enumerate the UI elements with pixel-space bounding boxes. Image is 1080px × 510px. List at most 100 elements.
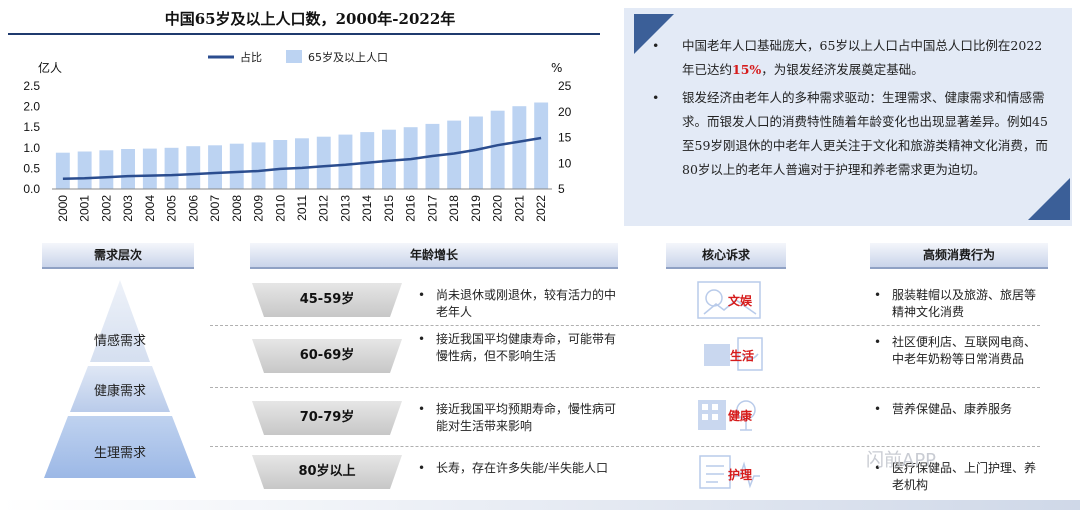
x-tick-label: 2007 (208, 195, 222, 222)
legend-population-label: 65岁及以上人口 (308, 50, 388, 64)
bullet-dot: • (652, 90, 660, 105)
x-tick-label: 2005 (165, 195, 179, 222)
header-demand-level: 需求层次 (42, 243, 194, 269)
bullet-dot: • (652, 38, 660, 53)
row-consumption: • 医疗保健品、上门护理、养老机构 (874, 461, 1037, 492)
age-band-70-79: 70-79岁 (252, 401, 402, 435)
bar-2006 (186, 146, 201, 189)
right-tick-label: 15 (558, 131, 572, 145)
need-label-nursing: 护理 (728, 468, 753, 482)
demand-pyramid (44, 280, 196, 478)
left-tick-label: 2.5 (23, 79, 40, 93)
bar-2003 (121, 149, 135, 189)
x-tick-label: 2013 (339, 195, 353, 222)
row-divider (210, 446, 1040, 447)
x-tick-label: 2001 (78, 195, 92, 222)
x-tick-label: 2010 (273, 195, 287, 222)
x-tick-label: 2019 (469, 195, 483, 222)
x-tick-label: 2014 (360, 195, 374, 222)
chart-title: 中国65岁及以上人口数，2000年-2022年 (164, 10, 456, 28)
bar-2005 (164, 147, 179, 189)
bar-2001 (77, 151, 92, 189)
summary-text-2: 银发经济由老年人的多种需求驱动：生理需求、健康需求和情感需求。而银发人口的消费特… (682, 90, 1048, 177)
x-tick-label: 2008 (230, 195, 244, 222)
row-divider (210, 325, 1040, 326)
pyramid-label-physiological: 生理需求 (93, 446, 146, 461)
pyramid-tier-emotional (90, 280, 150, 362)
x-tick-label: 2021 (512, 195, 526, 222)
bar-2015 (382, 129, 396, 189)
row-divider (210, 387, 1040, 388)
right-tick-label: 10 (558, 156, 572, 170)
x-tick-label: 2020 (491, 195, 505, 222)
bar-2008 (229, 143, 244, 189)
summary-panel (624, 8, 1072, 226)
x-tick-label: 2016 (404, 195, 418, 222)
left-axis-ticks: 0.0 0.5 1.0 1.5 2.0 2.5 (23, 79, 40, 196)
bar-2020 (490, 110, 505, 189)
nursing-icon (696, 452, 762, 492)
left-tick-label: 0.5 (23, 161, 40, 175)
bar-2018 (447, 120, 462, 189)
title-divider (8, 33, 600, 35)
left-tick-label: 1.0 (23, 141, 40, 155)
watermark-logo: 闪前APP (866, 450, 937, 471)
bar-2021 (512, 106, 527, 189)
header-age-growth: 年龄增长 (250, 243, 618, 269)
row-description: • 长寿，存在许多失能/半失能人口 (418, 461, 609, 475)
x-tick-label: 2011 (295, 195, 309, 221)
row-consumption: • 营养保健品、康养服务 (874, 402, 1013, 416)
summary-bullet: • 中国老年人口基础庞大，65岁以上人口占中国总人口比例在2022年已达约15%… (652, 34, 1052, 82)
header-core-need: 核心诉求 (666, 243, 786, 269)
right-axis-ticks: 5 10 15 20 25 (558, 79, 572, 196)
daily-life-icon (700, 334, 766, 374)
corner-decoration-bottom (1028, 178, 1070, 220)
need-label-culture: 文娱 (728, 294, 753, 308)
highlight-percent: 15% (732, 62, 762, 77)
need-label-health: 健康 (728, 409, 753, 423)
left-tick-label: 0.0 (23, 182, 40, 196)
ratio-line (62, 136, 542, 180)
x-tick-label: 2018 (447, 195, 461, 222)
legend-bar-swatch (286, 50, 302, 63)
bar-2002 (99, 150, 114, 189)
summary-bullets: • 中国老年人口基础庞大，65岁以上人口占中国总人口比例在2022年已达约15%… (652, 34, 1052, 186)
left-tick-label: 2.0 (23, 100, 40, 114)
chart-legend: 占比 65岁及以上人口 (208, 50, 388, 64)
row-consumption: • 社区便利店、互联网电商、中老年奶粉等日常消费品 (874, 335, 1037, 366)
left-tick-label: 1.5 (23, 120, 40, 134)
pyramid-label-health: 健康需求 (93, 384, 146, 399)
right-tick-label: 25 (558, 79, 572, 93)
bottom-band (0, 500, 1080, 510)
header-consumption: 高频消费行为 (870, 243, 1048, 269)
row-description: • 接近我国平均健康寿命，可能带有慢性病，但不影响生活 (418, 332, 617, 363)
pyramid-tier-health (70, 366, 170, 412)
bar-2013 (338, 134, 353, 189)
bar-2004 (142, 148, 157, 189)
x-tick-label: 2003 (121, 195, 135, 222)
x-tick-label: 2012 (317, 195, 331, 222)
culture-entertainment-icon (696, 280, 762, 320)
right-axis-unit: % (551, 61, 562, 75)
age-band-60-69: 60-69岁 (252, 339, 402, 373)
bar-2014 (360, 132, 375, 189)
bar-2007 (208, 145, 222, 189)
bar-2009 (251, 142, 266, 189)
corner-decoration-top (634, 14, 674, 54)
summary-bullet: • 银发经济由老年人的多种需求驱动：生理需求、健康需求和情感需求。而银发人口的消… (652, 86, 1052, 182)
x-tick-label: 2000 (56, 195, 70, 222)
age-band-80-plus: 80岁以上 (252, 455, 402, 489)
bar-2011 (295, 138, 309, 189)
right-tick-label: 5 (558, 182, 565, 196)
bar-2022 (534, 102, 549, 189)
x-axis-ticks: 2000 2001 2002 2003 2004 2005 2006 2007 2008 2009… (56, 195, 548, 222)
x-tick-label: 2002 (99, 195, 113, 222)
bar-2012 (316, 136, 331, 189)
summary-text-1: 中国老年人口基础庞大，65岁以上人口占中国总人口比例在2022年已达约15%，为… (682, 38, 1043, 77)
x-tick-label: 2009 (252, 195, 266, 222)
x-tick-label: 2015 (382, 195, 396, 222)
row-description: • 接近我国平均预期寿命，慢性病可能对生活带来影响 (418, 402, 617, 433)
left-axis-unit: 亿人 (38, 60, 62, 75)
row-consumption: • 服装鞋帽以及旅游、旅居等精神文化消费 (874, 288, 1037, 319)
bar-2000 (55, 152, 70, 189)
